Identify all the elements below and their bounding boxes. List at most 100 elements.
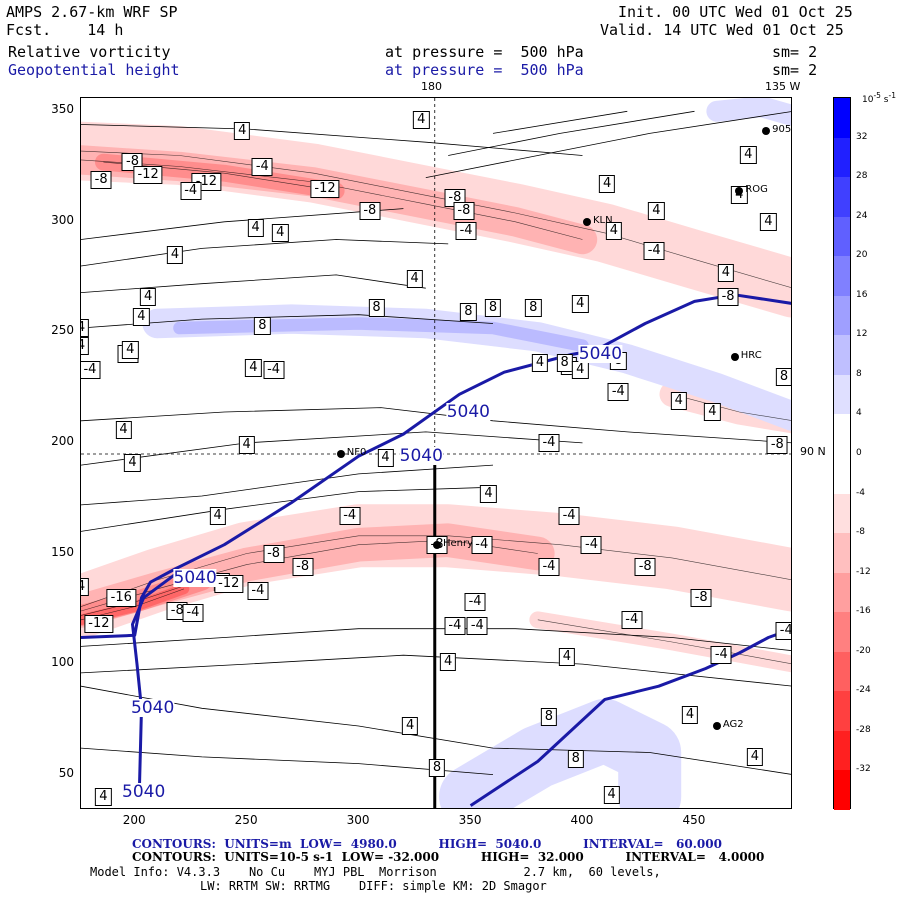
- vorticity-contour-label: -8: [263, 544, 285, 563]
- vorticity-contour-label: -8: [690, 588, 712, 607]
- vorticity-contour-label: 8: [368, 299, 385, 318]
- colorbar-segment: [834, 98, 850, 139]
- vorticity-contour-line-5: [81, 431, 583, 466]
- height-contour-label: 5040: [173, 567, 217, 588]
- vorticity-contour-label: -4: [538, 557, 560, 576]
- colorbar-segment: [834, 572, 850, 613]
- colorbar-tick-label: 12: [856, 329, 868, 340]
- vorticity-contour-label: 4: [704, 402, 721, 421]
- vorticity-contour-label: -8: [292, 557, 314, 576]
- vorticity-contour-label: -4: [710, 646, 732, 665]
- vorticity-contour-label: 4: [133, 307, 150, 326]
- colorbar-tick-label: 8: [856, 368, 862, 379]
- vorticity-contour-label: 4: [599, 175, 616, 194]
- vorticity-colorbar: [833, 97, 851, 811]
- vorticity-contour-label: -4: [339, 506, 361, 525]
- vorticity-contour-label: 4: [247, 219, 264, 238]
- vorticity-contour-label: -4: [466, 617, 488, 636]
- vorticity-band-outline-2: [103, 161, 337, 192]
- colorbar-segment: [834, 216, 850, 257]
- colorbar-tick-label: 16: [856, 289, 868, 300]
- x-tick-label: 350: [458, 813, 482, 827]
- vorticity-contour-label: 4: [377, 449, 394, 468]
- y-tick-label: 100: [51, 655, 74, 670]
- x-tick-label: 450: [682, 813, 706, 827]
- model-title: AMPS 2.67-km WRF SP: [6, 3, 178, 21]
- vorticity-contour-label: -4: [81, 360, 101, 379]
- vorticity-contour-label: 4: [531, 354, 549, 373]
- vorticity-contour-label: 4: [558, 648, 575, 667]
- vorticity-contour-line-1: [81, 239, 449, 267]
- height-contour-label: 5040: [446, 401, 490, 422]
- vorticity-contour-label: -4: [607, 383, 629, 402]
- height-contour-label: 5040: [399, 446, 443, 467]
- vorticity-contour-label: 4: [480, 484, 497, 503]
- lon-label-135w: 135 W: [765, 80, 801, 93]
- field2-smoothing: sm= 2: [772, 61, 818, 79]
- vorticity-contour-label: 4: [81, 336, 90, 355]
- vorticity-contour-label: 8: [525, 299, 542, 318]
- vorticity-contour-line-8: [81, 628, 791, 651]
- vorticity-contour-label: 8: [484, 299, 502, 318]
- colorbar-tick-label: 20: [856, 250, 868, 261]
- colorbar-segment: [834, 730, 850, 771]
- vorticity-contour-label: 4: [717, 263, 734, 282]
- vorticity-contour-label: -12: [310, 179, 340, 198]
- colorbar-segment: [834, 770, 850, 811]
- vorticity-contour-label: 8: [254, 316, 271, 335]
- vorticity-contour-label: -8: [359, 201, 381, 220]
- positive-vorticity-band-2: [439, 698, 682, 808]
- vorticity-contour-label: 4: [605, 221, 623, 240]
- vorticity-contour-label: -4: [538, 433, 560, 452]
- colorbar-tick-label: 24: [856, 210, 868, 221]
- vorticity-contour-label: -4: [251, 157, 273, 176]
- colorbar-tick-label: 32: [856, 131, 868, 142]
- vorticity-contour-label: 4: [401, 716, 419, 735]
- vorticity-contour-label: 4: [81, 577, 90, 596]
- vorticity-contour-label: -8: [717, 288, 739, 306]
- vorticity-contour-label: -16: [106, 588, 136, 607]
- vorticity-band-outline-7: [672, 394, 791, 421]
- colorbar-segment: [834, 295, 850, 336]
- colorbar-tick-label: 4: [856, 408, 862, 419]
- vorticity-contour-line-14: [492, 110, 628, 134]
- station-marker: [735, 186, 744, 195]
- vorticity-contour-label: -12: [133, 166, 163, 185]
- map-plot-area: -8-8-12-12-4-4-12-8-8-8-4444444448888844…: [80, 97, 792, 809]
- vorticity-contour-label: 4: [406, 270, 423, 289]
- vorticity-contour-line-4: [81, 407, 791, 444]
- colorbar-tick-label: -24: [856, 685, 871, 696]
- vorticity-band-outline-8: [537, 619, 791, 665]
- vorticity-contour-label: 4: [572, 294, 589, 313]
- vorticity-contour-line-12: [425, 111, 791, 178]
- colorbar-tick-label: 0: [856, 448, 862, 458]
- lon-label-180: 180: [421, 80, 442, 93]
- station-label: NF0: [346, 447, 367, 458]
- station-label: KLN: [593, 214, 613, 226]
- vorticity-contour-label: -4: [558, 506, 580, 525]
- station-label: ROG: [745, 183, 768, 195]
- vorticity-contour-label: -8: [634, 557, 656, 576]
- vorticity-contour-label: 4: [124, 453, 141, 472]
- vorticity-contour-line-2: [81, 208, 404, 240]
- vorticity-contour-label: 4: [740, 146, 757, 165]
- colorbar-tick-label: -32: [856, 764, 871, 775]
- vorticity-contour-line-3: [81, 274, 426, 293]
- vorticity-contour-label: 4: [234, 122, 251, 141]
- vorticity-contour-label: 4: [681, 705, 699, 724]
- x-tick-label: 300: [346, 813, 370, 827]
- colorbar-tick-label: -4: [856, 487, 865, 498]
- vorticity-contour-label: -4: [455, 221, 477, 240]
- y-tick-label: 250: [51, 323, 74, 338]
- vorticity-contour-label: -4: [182, 604, 204, 623]
- station-label: Henry: [443, 537, 474, 549]
- vorticity-contour-label: 4: [209, 506, 226, 525]
- y-tick-label: 200: [51, 433, 74, 448]
- station-label: AG2: [722, 718, 744, 730]
- station-marker: [712, 721, 721, 730]
- vorticity-contour-label: 4: [603, 785, 620, 804]
- vorticity-contour-label: -4: [775, 621, 791, 640]
- height-contour-label: 5040: [131, 698, 175, 719]
- vorticity-contour-label: 4: [272, 223, 289, 242]
- colorbar-segment: [834, 414, 850, 455]
